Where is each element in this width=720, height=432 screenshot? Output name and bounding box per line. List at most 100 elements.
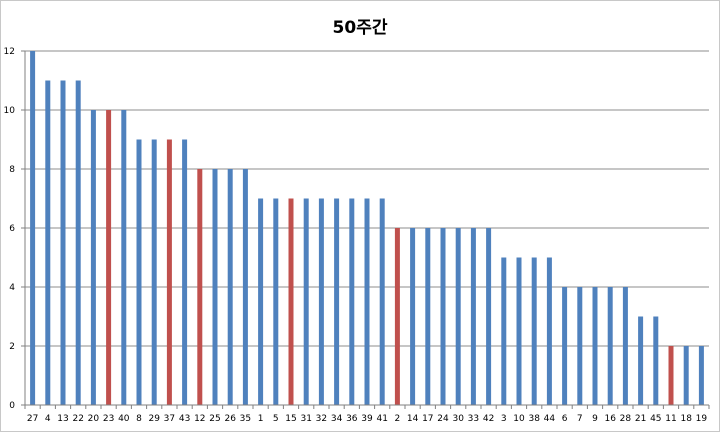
x-tick-label: 30 xyxy=(452,414,464,424)
bars xyxy=(30,51,704,405)
x-tick-label: 24 xyxy=(437,414,449,424)
x-tick-label: 29 xyxy=(148,414,160,424)
x-tick-label: 17 xyxy=(422,414,433,424)
x-tick-label: 8 xyxy=(136,414,142,424)
bar xyxy=(182,139,188,405)
bar xyxy=(653,316,659,405)
bar xyxy=(546,257,552,405)
x-tick-label: 18 xyxy=(680,414,692,424)
x-tick-label: 13 xyxy=(57,414,68,424)
y-tick-label: 8 xyxy=(9,165,15,175)
x-tick-label: 40 xyxy=(118,414,130,424)
bar xyxy=(683,346,689,405)
bar xyxy=(334,198,340,405)
bar xyxy=(638,316,644,405)
x-tick-label: 32 xyxy=(316,414,327,424)
bar xyxy=(106,110,112,405)
bar xyxy=(425,228,431,405)
bar xyxy=(273,198,279,405)
bar xyxy=(258,198,264,405)
bar xyxy=(197,169,203,405)
y-axis-labels: 0 2 4 6 8 10 12 xyxy=(4,47,16,411)
bar xyxy=(318,198,324,405)
x-tick-label: 37 xyxy=(164,414,175,424)
y-tick-label: 10 xyxy=(4,106,16,116)
bar xyxy=(212,169,218,405)
bar xyxy=(607,287,613,405)
axes xyxy=(21,50,710,409)
bar xyxy=(440,228,446,405)
bar xyxy=(288,198,294,405)
bar xyxy=(592,287,598,405)
x-tick-label: 3 xyxy=(501,414,507,424)
x-tick-label: 20 xyxy=(88,414,100,424)
x-tick-label: 9 xyxy=(592,414,598,424)
bar xyxy=(394,228,400,405)
bar xyxy=(698,346,704,405)
bar xyxy=(455,228,461,405)
x-tick-label: 38 xyxy=(528,414,540,424)
x-tick-label: 16 xyxy=(604,414,616,424)
bar xyxy=(45,80,51,405)
bar xyxy=(622,287,628,405)
y-tick-label: 6 xyxy=(9,224,15,234)
bar xyxy=(668,346,674,405)
bar xyxy=(531,257,537,405)
x-tick-label: 25 xyxy=(209,414,220,424)
x-axis-labels: 27 4 13 22 20 23 40 8 29 37 43 12 25 26 35 1 5 15 31 32 34 36… xyxy=(27,414,708,424)
bar xyxy=(410,228,416,405)
chart-title: 50주간 xyxy=(332,18,388,38)
x-tick-label: 41 xyxy=(376,414,387,424)
x-tick-label: 7 xyxy=(577,414,583,424)
x-tick-label: 10 xyxy=(513,414,525,424)
x-tick-label: 1 xyxy=(258,414,264,424)
bar xyxy=(516,257,522,405)
y-tick-label: 2 xyxy=(9,342,15,352)
bar xyxy=(121,110,127,405)
bar xyxy=(470,228,476,405)
x-tick-label: 45 xyxy=(650,414,661,424)
x-tick-label: 27 xyxy=(27,414,38,424)
x-tick-label: 34 xyxy=(331,414,343,424)
bar xyxy=(75,80,81,405)
bar xyxy=(242,169,248,405)
x-tick-label: 4 xyxy=(45,414,51,424)
y-tick-label: 4 xyxy=(9,283,15,293)
x-tick-label: 28 xyxy=(620,414,632,424)
bar xyxy=(60,80,66,405)
bar xyxy=(349,198,355,405)
x-tick-label: 12 xyxy=(194,414,205,424)
bar xyxy=(166,139,172,405)
y-tick-label: 12 xyxy=(4,47,15,57)
bar xyxy=(379,198,385,405)
x-tick-label: 6 xyxy=(562,414,568,424)
bar xyxy=(90,110,96,405)
x-tick-label: 33 xyxy=(468,414,479,424)
x-tick-label: 35 xyxy=(240,414,251,424)
x-tick-label: 42 xyxy=(483,414,494,424)
x-tick-label: 19 xyxy=(696,414,708,424)
bar xyxy=(151,139,157,405)
x-tick-label: 43 xyxy=(179,414,190,424)
bar xyxy=(501,257,507,405)
bar xyxy=(562,287,568,405)
x-tick-label: 11 xyxy=(665,414,676,424)
bar xyxy=(227,169,233,405)
x-tick-label: 36 xyxy=(346,414,358,424)
x-tick-label: 39 xyxy=(361,414,373,424)
x-tick-label: 23 xyxy=(103,414,114,424)
bar xyxy=(303,198,309,405)
x-tick-label: 26 xyxy=(224,414,236,424)
x-tick-label: 31 xyxy=(300,414,311,424)
bar xyxy=(364,198,370,405)
y-tick-label: 0 xyxy=(9,401,15,411)
x-tick-label: 2 xyxy=(395,414,401,424)
x-tick-label: 22 xyxy=(72,414,83,424)
bar xyxy=(136,139,142,405)
x-tick-label: 5 xyxy=(273,414,279,424)
bar xyxy=(577,287,583,405)
x-tick-label: 44 xyxy=(544,414,556,424)
bar xyxy=(486,228,492,405)
